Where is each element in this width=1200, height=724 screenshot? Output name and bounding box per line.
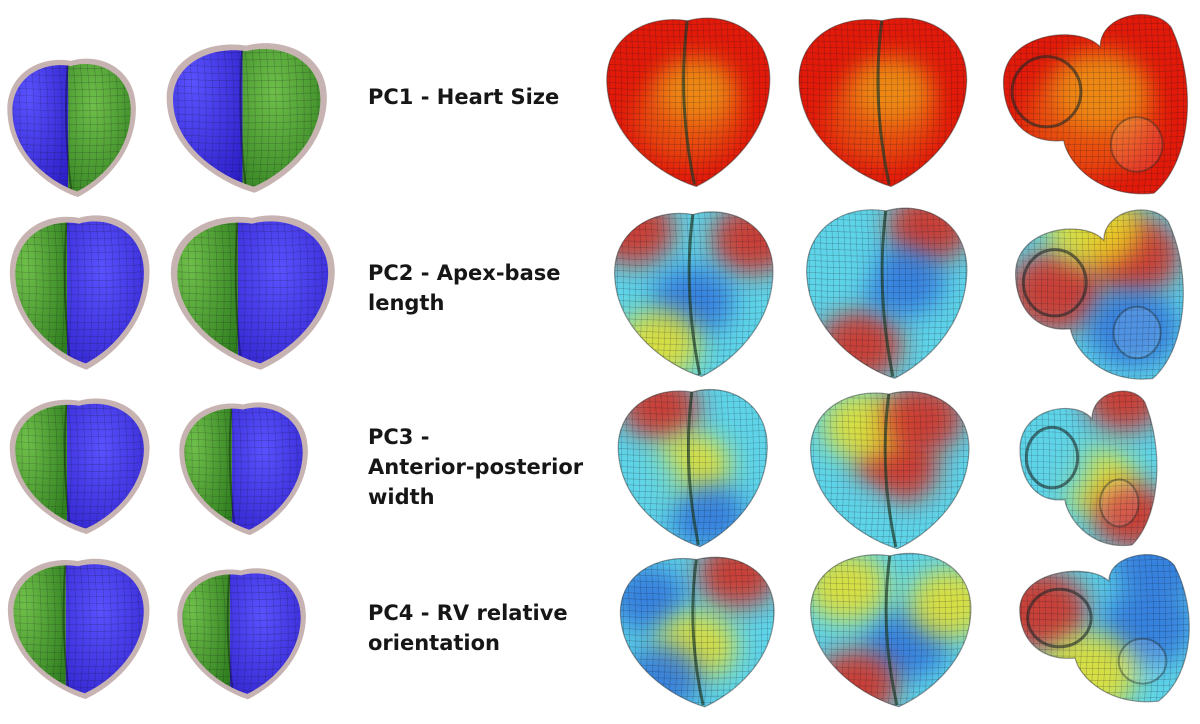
heart-model-small [9, 398, 150, 535]
heatmap-basal-view [1002, 13, 1189, 195]
heatmap-basal-view [1019, 554, 1190, 703]
pc-row: PC2 - Apex-base length [0, 200, 1200, 380]
pc-label: PC4 - RV relative orientation [368, 598, 608, 658]
heatmap-posterior-view [810, 552, 972, 708]
pc-label: PC3 - Anterior-posterior width [368, 422, 608, 512]
pc-label-line: Anterior-posterior [368, 455, 584, 479]
heatmap-basal-view [1019, 390, 1158, 547]
heart-model-large [170, 215, 335, 370]
heart-model-large [179, 402, 308, 536]
heatmap-anterior-view [617, 388, 768, 548]
heart-model-small [7, 558, 150, 699]
pc-label-line: PC1 - Heart Size [368, 85, 560, 109]
pc-label-line: PC4 - RV relative [368, 601, 568, 625]
heatmap-posterior-view [810, 390, 970, 550]
heatmap-posterior-view [798, 17, 968, 188]
heatmap-anterior-view [606, 17, 771, 188]
pc-label-line: PC2 - Apex-base [368, 261, 561, 285]
heatmap-anterior-view [619, 556, 775, 708]
pc-row: PC1 - Heart Size [0, 0, 1200, 198]
pc-label: PC2 - Apex-base length [368, 258, 608, 318]
heart-model-small [9, 215, 150, 370]
pc-label-line: orientation [368, 631, 500, 655]
heatmap-basal-view [1014, 209, 1184, 380]
heart-model-large [177, 568, 306, 700]
heatmap-anterior-view [614, 211, 774, 378]
pc-label-line: width [368, 485, 435, 509]
pc-row: PC3 - Anterior-posterior width [0, 382, 1200, 560]
pc-row: PC4 - RV relative orientation [0, 546, 1200, 724]
heatmap-posterior-view [806, 207, 968, 380]
heart-model-large [166, 43, 327, 193]
pc-label-line: length [368, 291, 445, 315]
pc-label-line: PC3 - [368, 425, 430, 449]
pc-label: PC1 - Heart Size [368, 82, 608, 112]
heart-model-small [7, 58, 136, 198]
